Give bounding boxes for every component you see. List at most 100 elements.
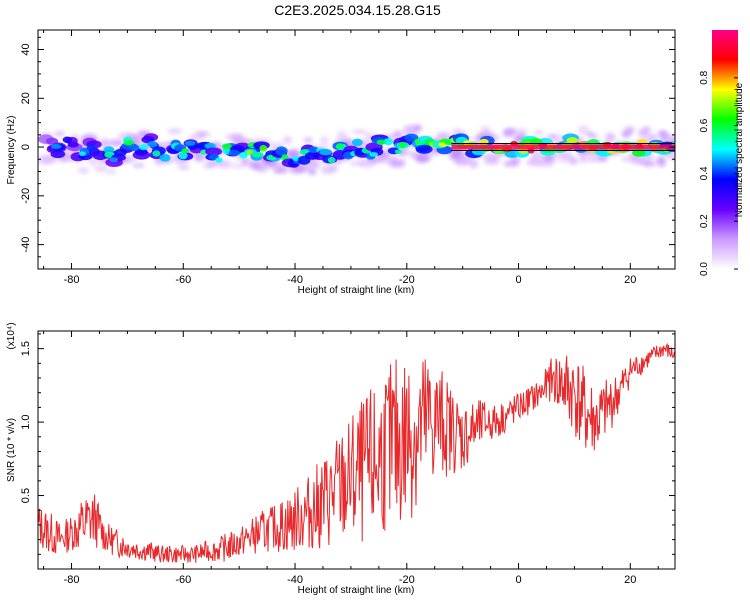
spectrogram-blob-32-3: [398, 141, 407, 148]
colorbar-tick-label: 0.8: [699, 70, 710, 84]
spectrogram-blob-1-1: [50, 150, 66, 159]
spectrogram-haze-52-1: [624, 126, 635, 135]
spectrogram-haze-56-2: [661, 134, 675, 144]
spectrogram-blob-28-2: [351, 138, 363, 147]
spectrogram-haze-21-0: [282, 136, 292, 144]
y-tick-label: 0: [20, 144, 32, 150]
spectrogram-haze-6-3: [108, 139, 124, 147]
y-tick-label: 20: [20, 92, 32, 104]
spectrogram-blob-2-2: [67, 141, 79, 148]
spectrogram-haze-6-0: [106, 168, 117, 175]
spectrogram-blob-53-1: [632, 149, 646, 157]
spectrogram-haze-17-3: [231, 163, 245, 169]
spectrogram-haze-11-0: [167, 128, 182, 135]
spectrogram-blob-21-1: [275, 146, 288, 156]
spectrogram-blob-4-3: [86, 144, 96, 152]
spectrogram-haze-26-2: [336, 130, 347, 140]
x-tick-label: -80: [64, 274, 80, 286]
spectrogram-haze-48-3: [578, 156, 588, 163]
spectrogram-haze-35-2: [438, 133, 449, 139]
spectrogram-haze-49-2: [588, 133, 599, 140]
spectrogram-haze-5-1: [93, 166, 109, 172]
spectrogram-blob-2-3: [62, 136, 72, 144]
spectrogram-blob-0-1: [46, 137, 59, 145]
spectrogram-haze-4-4: [88, 158, 100, 166]
spectrogram-haze-33-0: [414, 124, 423, 132]
spectrogram-haze-32-2: [396, 131, 409, 136]
spectrogram-blob-13-3: [184, 140, 196, 146]
spectrogram-haze-53-4: [629, 155, 645, 165]
spectrogram-ridge: [451, 143, 675, 152]
spectrogram-haze-8-3: [132, 135, 143, 142]
spectrogram-haze-21-4: [272, 167, 287, 174]
spectrogram-blob-18-3: [246, 150, 254, 155]
spectrogram-blob-14-2: [204, 142, 217, 149]
snr-plot-area: [38, 331, 675, 569]
spectrogram-haze-44-3: [531, 152, 544, 159]
spectrogram-blob-9-3: [147, 141, 158, 148]
spectrogram-blob-25-3: [327, 156, 336, 164]
spectrogram-blob-10-2: [159, 153, 171, 162]
snr-y-axis-label: SNR (10 * v/v): [6, 418, 17, 482]
colorbar-ticks: 0.0 0.2 0.4 0.6 0.8: [699, 70, 738, 276]
spectrogram-haze-48-1: [577, 125, 590, 135]
spectrogram-haze-54-1: [642, 125, 651, 135]
spectrogram-haze-34-4: [419, 154, 430, 164]
spectrogram-haze-56-0: [667, 155, 675, 160]
y-tick-label: -20: [20, 188, 32, 204]
spectrogram-haze-24-4: [310, 162, 320, 168]
spectrogram-blob-26-3: [336, 143, 344, 150]
colorbar-tick-label: 0.4: [699, 166, 710, 180]
spectrogram-y-ticks: -40 -20 0 20 40: [20, 36, 675, 270]
spectrogram-haze-3-1: [77, 167, 89, 174]
spectrogram-haze-55-2: [657, 157, 667, 168]
spectrogram-x-ticks: -80 -60 -40 -20 0 20: [43, 30, 659, 286]
x-tick-label: -40: [287, 574, 303, 586]
spectrogram-blob-31-3: [394, 149, 403, 155]
spectrogram-blob-12-3: [181, 148, 190, 154]
y-tick-label: 0.5: [20, 488, 32, 503]
spectrogram-haze-45-4: [546, 134, 557, 139]
spectrogram-blob-5-2: [103, 146, 115, 154]
colorbar: 0.0 0.2 0.4 0.6 0.8 Normalized spectral ampl…: [699, 30, 745, 276]
x-tick-label: 20: [624, 274, 636, 286]
spectrogram-haze-38-2: [468, 159, 479, 169]
spectrogram-haze-33-3: [407, 150, 418, 158]
spectrogram-haze-50-3: [605, 132, 616, 143]
spectrogram-haze-4-2: [85, 133, 96, 138]
y-tick-label: -40: [20, 237, 32, 253]
snr-y-scale-label: (x10⁴): [6, 322, 17, 349]
spectrogram-blob-1-3: [50, 144, 62, 149]
x-tick-label: -20: [399, 274, 415, 286]
spectrogram-haze-54-0: [646, 133, 659, 141]
spectrogram-haze-52-4: [620, 156, 632, 162]
spectrogram-blob-30-3: [376, 139, 386, 145]
spectrogram-haze-16-1: [219, 159, 232, 169]
snr-y-ticks: 0.5 1.0 1.5: [20, 333, 675, 555]
spectrogram-haze-14-0: [196, 131, 211, 137]
spectrogram-blob-34-0: [415, 144, 433, 154]
spectrogram-haze-19-2: [249, 161, 262, 169]
spectrogram-x-axis-label: Height of straight line (km): [298, 285, 415, 296]
y-tick-label: 40: [20, 43, 32, 55]
snr-x-axis-label: Height of straight line (km): [298, 585, 415, 596]
spectrogram-haze-39-0: [479, 126, 491, 131]
spectrogram-blob-16-3: [222, 143, 232, 150]
spectrogram-blob-15-3: [215, 157, 223, 163]
spectrogram-haze-40-4: [483, 153, 500, 163]
spectrogram-haze-23-3: [303, 137, 313, 143]
snr-series-line: [38, 342, 675, 564]
spectrogram-blob-47-2: [566, 137, 579, 145]
x-tick-label: -20: [399, 574, 415, 586]
spectrogram-haze-44-0: [533, 130, 544, 136]
spectrogram-haze-1-0: [54, 130, 65, 138]
spectrogram-y-axis-label: Frequency (Hz): [6, 116, 17, 185]
spectrogram-haze-25-4: [328, 164, 339, 172]
spectrogram-haze-56-4: [672, 137, 675, 141]
spectrogram-blob-19-2: [251, 151, 264, 158]
y-tick-label: 1.0: [20, 414, 32, 429]
spectrogram-haze-32-1: [397, 146, 410, 157]
spectrogram-haze-54-4: [642, 161, 657, 167]
colorbar-label: Normalized spectral amplitude: [734, 82, 745, 217]
